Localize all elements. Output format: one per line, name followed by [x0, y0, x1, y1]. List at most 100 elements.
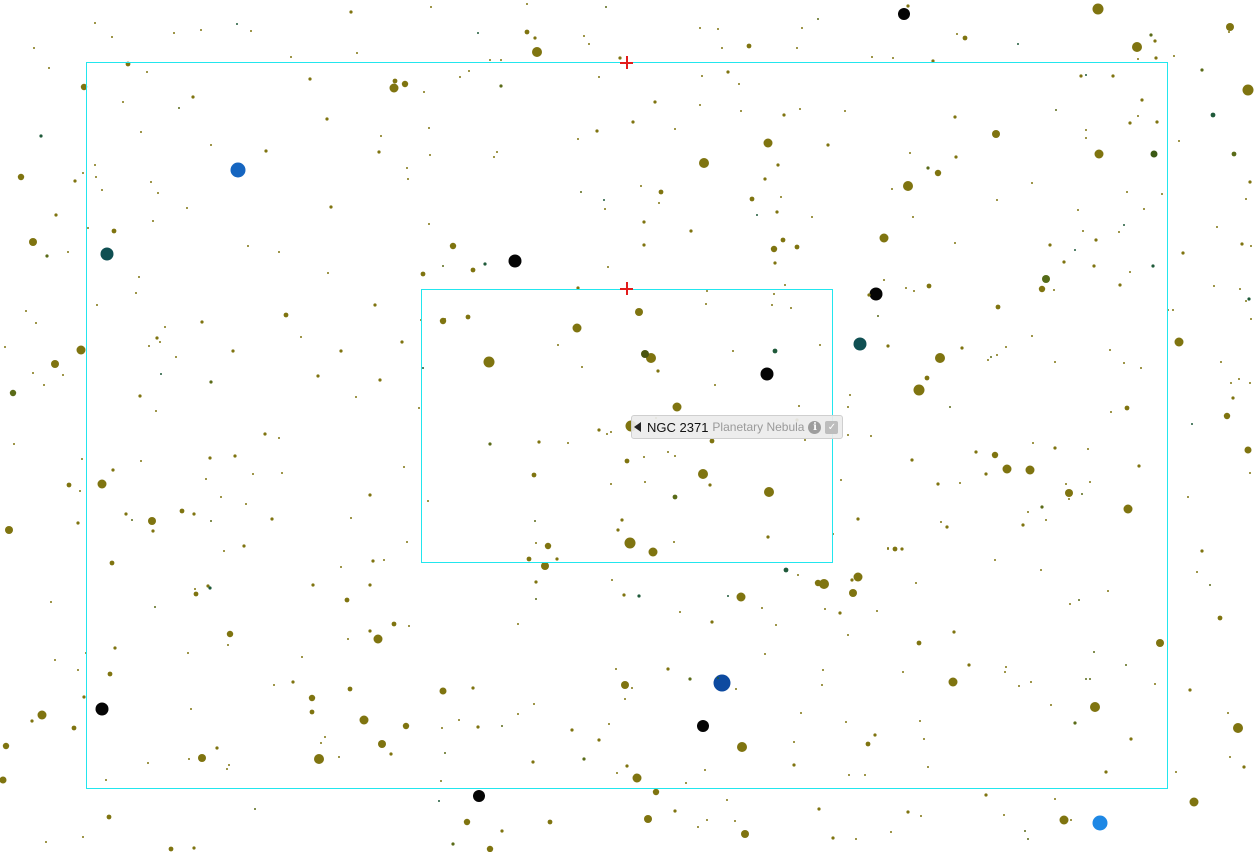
triangle-marker-icon [634, 422, 641, 432]
star [48, 67, 50, 69]
star [534, 580, 538, 584]
star [580, 191, 582, 193]
star [797, 574, 799, 576]
star [401, 80, 409, 88]
star [710, 620, 714, 624]
star [194, 588, 196, 590]
star [740, 110, 742, 112]
star [714, 384, 716, 386]
star [984, 793, 988, 797]
star [853, 337, 867, 351]
star [581, 366, 583, 368]
star [1125, 664, 1127, 666]
star [73, 179, 77, 183]
star [1240, 242, 1244, 246]
star [273, 684, 275, 686]
star [1123, 504, 1133, 514]
star [679, 611, 681, 613]
star [717, 677, 719, 679]
star [796, 47, 798, 49]
star [2, 742, 10, 750]
star [817, 807, 821, 811]
star [906, 4, 910, 8]
star [501, 725, 503, 727]
star [146, 71, 148, 73]
target-object-label[interactable]: NGC 2371 Planetary Nebula i ✓ [631, 415, 844, 439]
star [1092, 3, 1104, 15]
star [920, 815, 922, 817]
star [611, 579, 613, 581]
star [732, 350, 734, 352]
star [1153, 39, 1157, 43]
star [496, 151, 498, 153]
star [1242, 765, 1246, 769]
star [438, 800, 440, 802]
star [1093, 651, 1095, 653]
star [570, 728, 574, 732]
star [604, 208, 606, 210]
star [1024, 830, 1026, 832]
check-icon[interactable]: ✓ [825, 420, 839, 434]
star [101, 189, 103, 191]
star [111, 228, 117, 234]
star [1048, 243, 1052, 247]
star [422, 367, 424, 369]
star [526, 556, 532, 562]
star [329, 205, 333, 209]
star [850, 578, 854, 582]
star [157, 192, 159, 194]
star [131, 519, 133, 521]
star [191, 95, 195, 99]
star [483, 262, 487, 266]
star [1155, 120, 1159, 124]
object-name[interactable]: NGC 2371 [647, 419, 709, 435]
star [33, 47, 35, 49]
star [524, 29, 530, 35]
star [1003, 814, 1005, 816]
star [576, 286, 580, 290]
star [391, 621, 397, 627]
star [106, 814, 112, 820]
star [1030, 681, 1032, 683]
star [1229, 756, 1231, 758]
star [470, 267, 476, 273]
star [996, 199, 998, 201]
star [1209, 584, 1211, 586]
star [96, 304, 98, 306]
star [223, 550, 225, 552]
star [71, 725, 77, 731]
star [879, 233, 889, 243]
star [476, 725, 480, 729]
star [35, 322, 37, 324]
star [996, 354, 998, 356]
star [582, 757, 586, 761]
star [1250, 318, 1252, 320]
star [644, 481, 646, 483]
star [471, 686, 475, 690]
star [210, 144, 212, 146]
star [1110, 411, 1112, 413]
star [831, 836, 835, 840]
star [887, 547, 889, 549]
info-icon[interactable]: i [808, 420, 822, 434]
star [726, 70, 730, 74]
star [886, 344, 890, 348]
star [1231, 396, 1235, 400]
star [1151, 264, 1155, 268]
star [616, 528, 620, 532]
star [1104, 770, 1108, 774]
star [236, 23, 238, 25]
star [1174, 337, 1184, 347]
star [378, 378, 382, 382]
star [493, 156, 495, 158]
star [489, 59, 491, 61]
star [486, 845, 494, 852]
star [439, 687, 447, 695]
star [848, 774, 850, 776]
star [535, 542, 537, 544]
star [1027, 511, 1029, 513]
star [105, 779, 107, 781]
star [418, 407, 420, 409]
star [1200, 549, 1204, 553]
